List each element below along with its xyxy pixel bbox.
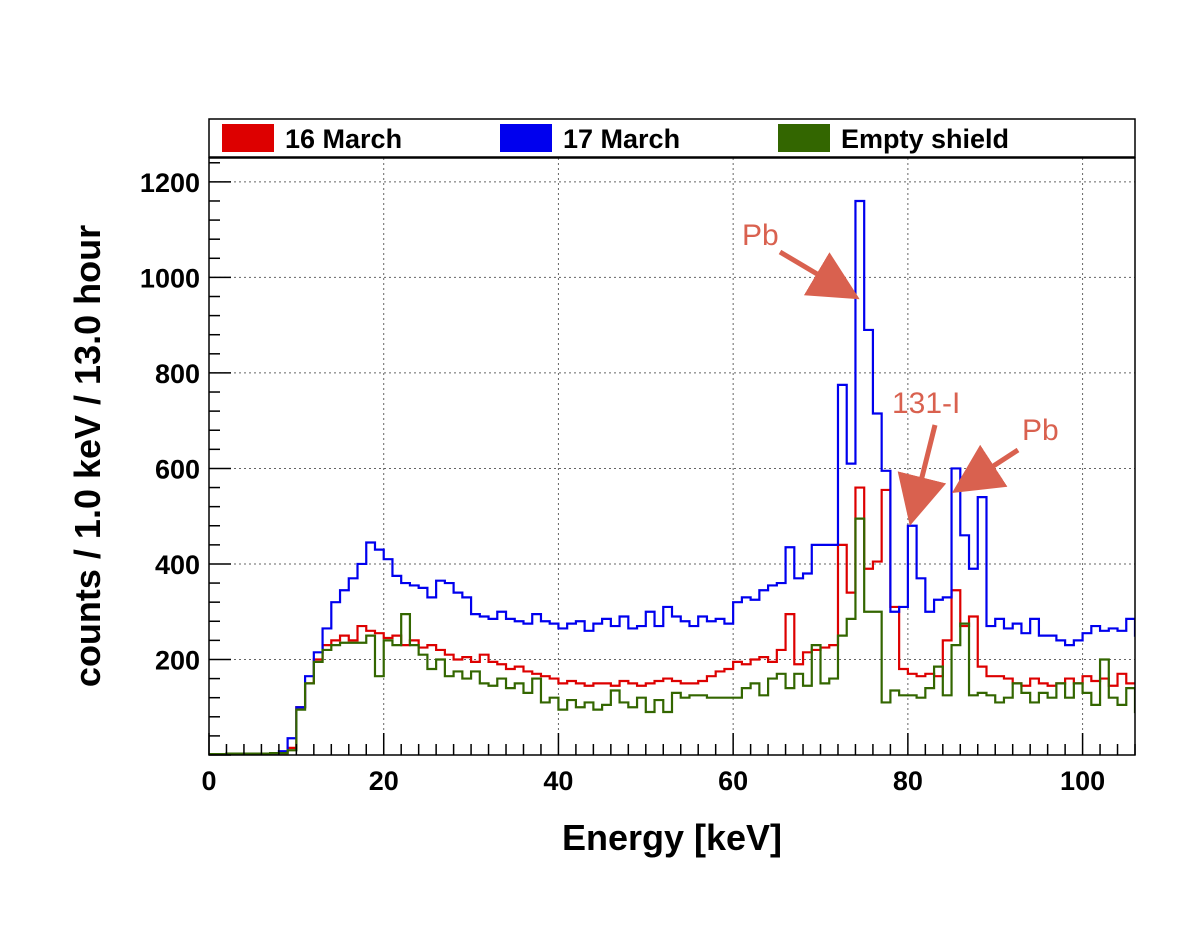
y-tick-label-1200: 1200 <box>140 168 200 198</box>
annotation-arrow-1 <box>778 249 860 300</box>
plot-frame <box>208 157 1136 756</box>
series-line-empty-shield <box>209 517 1135 755</box>
x-tick-label-80: 80 <box>893 766 923 796</box>
x-axis: 0 20 40 60 80 100 <box>201 733 1136 796</box>
annotation-1: Pb <box>742 219 860 300</box>
y-tick-label-1000: 1000 <box>140 263 200 293</box>
x-tick-label-20: 20 <box>369 766 399 796</box>
annotation-2: 131-I <box>892 387 960 526</box>
y-tick-label-800: 800 <box>155 359 200 389</box>
legend-label-16-march: 16 March <box>285 124 402 154</box>
legend-entry-17-march: 17 March <box>500 124 680 154</box>
annotation-label-3: Pb <box>1022 414 1059 447</box>
y-tick-label-400: 400 <box>155 550 200 580</box>
x-tick-label-60: 60 <box>718 766 748 796</box>
legend-label-empty-shield: Empty shield <box>841 124 1009 154</box>
series-layer <box>209 199 1135 755</box>
annotation-label-1: Pb <box>742 219 779 252</box>
annotation-arrow-2 <box>897 424 947 526</box>
annotation-label-2: 131-I <box>892 387 960 420</box>
annotation-3: Pb <box>951 414 1059 493</box>
x-tick-label-40: 40 <box>543 766 573 796</box>
x-axis-title: Energy [keV] <box>562 817 782 858</box>
legend-entry-empty-shield: Empty shield <box>778 124 1009 154</box>
legend: 16 March 17 March Empty shield <box>208 118 1136 158</box>
series-line-17-march <box>209 199 1135 755</box>
x-tick-label-0: 0 <box>201 766 216 796</box>
legend-swatch-17-march <box>500 124 552 152</box>
legend-swatch-16-march <box>222 124 274 152</box>
y-axis: 200 400 600 800 1000 1200 <box>140 162 231 756</box>
x-tick-label-100: 100 <box>1060 766 1105 796</box>
series-line-16-march <box>209 486 1135 755</box>
y-tick-label-200: 200 <box>155 645 200 675</box>
y-axis-title: counts / 1.0 keV / 13.0 hour <box>67 225 108 687</box>
y-tick-label-600: 600 <box>155 454 200 484</box>
annotation-arrow-3 <box>951 444 1020 493</box>
grid-lines <box>209 158 1135 755</box>
legend-label-17-march: 17 March <box>563 124 680 154</box>
legend-swatch-empty-shield <box>778 124 830 152</box>
annotations: Pb 131-I Pb <box>742 219 1059 526</box>
legend-frame <box>208 118 1136 158</box>
legend-entry-16-march: 16 March <box>222 124 402 154</box>
